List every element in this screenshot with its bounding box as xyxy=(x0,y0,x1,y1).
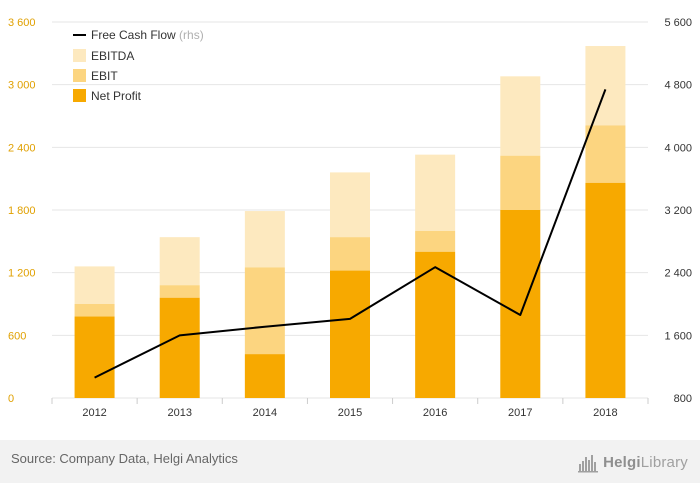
bar-net-profit xyxy=(500,210,541,398)
source-text: Source: Company Data, Helgi Analytics xyxy=(11,451,238,466)
bar-net-profit xyxy=(585,182,626,398)
bar-ebitda xyxy=(415,154,456,231)
library-icon xyxy=(578,455,599,473)
bar-ebitda xyxy=(244,211,285,268)
x-tick-label: 2012 xyxy=(82,407,106,419)
bar-ebit xyxy=(244,267,285,355)
bar-ebitda xyxy=(585,46,626,126)
bar-ebitda xyxy=(159,237,200,286)
x-tick-label: 2015 xyxy=(338,407,362,419)
left-tick-label: 2 400 xyxy=(8,142,36,154)
bar-net-profit xyxy=(415,251,456,398)
bar-ebit xyxy=(159,285,200,298)
legend-rhs-suffix: (rhs) xyxy=(179,28,204,42)
legend-swatch-ebit xyxy=(73,69,86,82)
right-tick-label: 800 xyxy=(674,393,692,405)
right-tick-label: 4 800 xyxy=(664,80,692,92)
logo-bold: Helgi xyxy=(603,453,641,471)
legend-swatch-ebitda xyxy=(73,49,86,62)
logo-text: HelgiLibrary xyxy=(603,454,688,471)
right-tick-label: 1 600 xyxy=(664,330,692,342)
legend-swatch-net-profit xyxy=(73,89,86,102)
footer: Source: Company Data, Helgi Analytics He… xyxy=(0,440,700,483)
bar-net-profit xyxy=(159,297,200,398)
bar-net-profit xyxy=(330,270,370,398)
x-tick-label: 2016 xyxy=(423,407,447,419)
x-tick-label: 2017 xyxy=(508,407,532,419)
fcf-line-group xyxy=(94,89,607,379)
left-tick-label: 0 xyxy=(8,393,14,405)
bar-ebit xyxy=(330,237,370,271)
bar-ebit xyxy=(585,125,626,183)
x-tick-label: 2018 xyxy=(593,407,617,419)
legend-label-ebit: EBIT xyxy=(91,69,118,83)
left-tick-label: 600 xyxy=(8,330,26,342)
legend-label-ebitda: EBITDA xyxy=(91,49,134,63)
chart: 0 600 1 200 1 800 2 400 3 000 3 600 800 1 600 2 … xyxy=(8,17,692,419)
bar-ebitda xyxy=(500,76,541,156)
legend-label-net-profit: Net Profit xyxy=(91,89,142,103)
legend: Free Cash Flow (rhs) EBITDA EBIT Net Profit xyxy=(73,28,204,103)
left-tick-label: 3 000 xyxy=(8,80,36,92)
bar-ebit xyxy=(500,155,541,210)
bar-ebitda xyxy=(330,172,370,238)
logo-light: Library xyxy=(640,453,688,471)
x-axis: 2012 2013 2014 2015 2016 2017 2018 xyxy=(82,407,617,419)
right-axis: 800 1 600 2 400 3 200 4 000 4 800 5 600 xyxy=(664,17,692,405)
left-tick-label: 3 600 xyxy=(8,17,36,29)
right-tick-label: 2 400 xyxy=(664,268,692,280)
helgi-library-logo: HelgiLibrary xyxy=(577,450,688,474)
bar-ebit xyxy=(74,304,115,317)
bars xyxy=(74,46,626,398)
x-tick-label: 2013 xyxy=(167,407,191,419)
bar-ebitda xyxy=(74,266,115,304)
right-tick-label: 4 000 xyxy=(664,142,692,154)
bar-net-profit xyxy=(74,316,115,398)
gridlines xyxy=(51,21,649,404)
right-tick-label: 5 600 xyxy=(664,17,692,29)
legend-label-fcf: Free Cash Flow (rhs) xyxy=(91,28,204,42)
x-tick-label: 2014 xyxy=(253,407,277,419)
bar-net-profit xyxy=(244,354,285,398)
right-tick-label: 3 200 xyxy=(664,205,692,217)
left-axis: 0 600 1 200 1 800 2 400 3 000 3 600 xyxy=(8,17,36,405)
left-tick-label: 1 200 xyxy=(8,268,36,280)
left-tick-label: 1 800 xyxy=(8,205,36,217)
bar-ebit xyxy=(415,230,456,252)
